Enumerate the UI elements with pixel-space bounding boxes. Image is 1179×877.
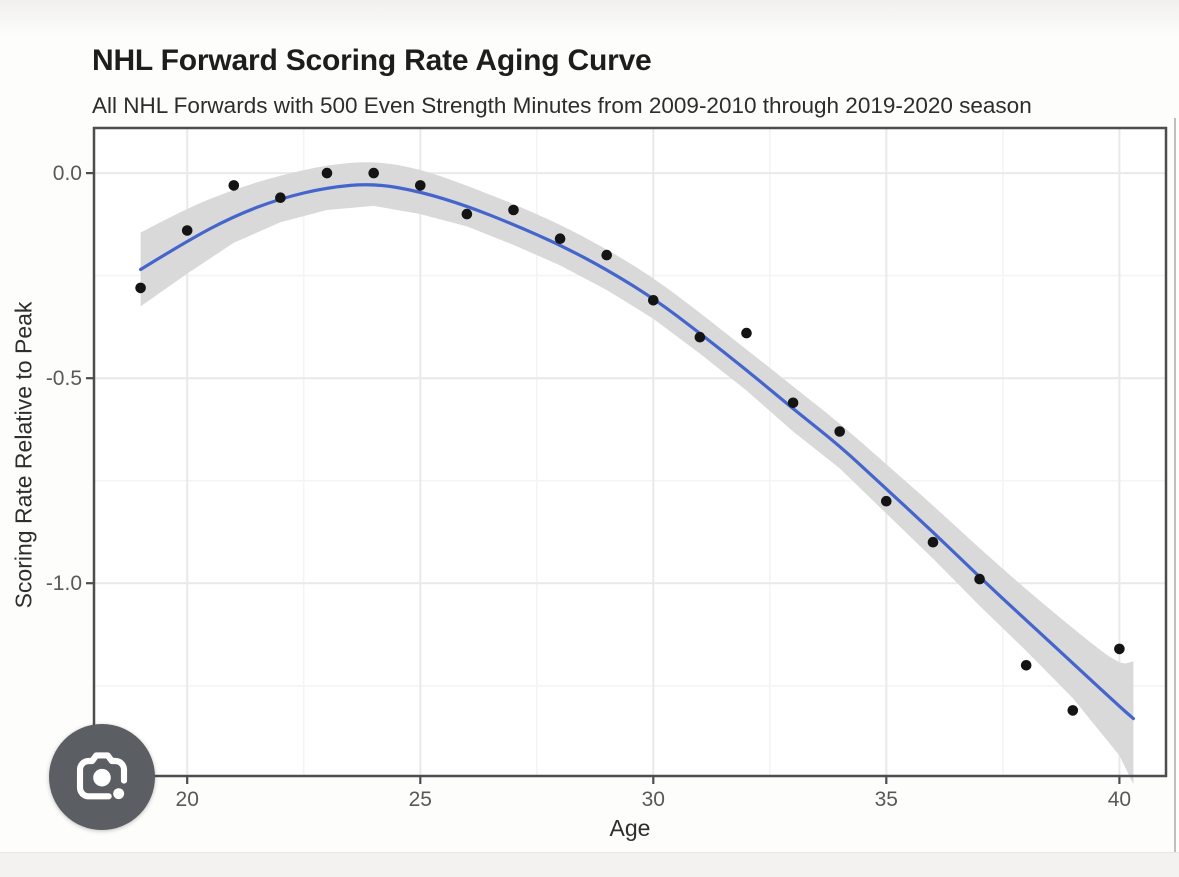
panel-border [92, 126, 1168, 778]
data-point [741, 327, 752, 339]
data-point [368, 167, 380, 179]
data-point [881, 495, 892, 507]
chart-title: NHL Forward Scoring Rate Aging Curve [92, 44, 652, 77]
data-point [228, 180, 240, 191]
data-point [181, 225, 193, 236]
y-tick-label: -0.5 [46, 367, 82, 390]
x-axis-title: Age [609, 815, 651, 841]
data-point [1067, 705, 1079, 716]
data-point [927, 536, 939, 548]
data-point [601, 249, 612, 261]
data-point [787, 397, 799, 409]
data-point [648, 295, 659, 306]
x-tick-label: 35 [875, 788, 898, 811]
camera-icon [76, 752, 128, 800]
data-point [1020, 660, 1032, 671]
y-axis-title: Scoring Rate Relative to Peak [10, 301, 37, 609]
data-point [974, 573, 985, 585]
data-point [461, 208, 473, 220]
data-point [1114, 643, 1125, 655]
x-tick-label: 20 [176, 788, 199, 811]
data-point [275, 192, 286, 203]
data-point [321, 167, 333, 179]
bottom-letterbox-strip [0, 852, 1179, 877]
x-tick-label: 40 [1108, 788, 1131, 811]
x-tick-label: 30 [642, 788, 665, 811]
y-tick-label: 0.0 [53, 162, 82, 185]
data-point [554, 233, 566, 244]
top-letterbox-strip [0, 0, 1179, 38]
data-point [135, 282, 146, 294]
data-point [694, 331, 706, 343]
data-point [508, 204, 519, 216]
x-tick-label: 25 [409, 788, 432, 811]
data-point [834, 426, 845, 437]
data-point [415, 180, 426, 191]
camera-lens-button[interactable] [49, 724, 155, 830]
chart-subtitle: All NHL Forwards with 500 Even Strength … [92, 93, 1032, 118]
y-tick-label: -1.0 [46, 572, 82, 595]
image-right-edge-divider [1174, 118, 1176, 852]
panel-background [94, 128, 1166, 776]
